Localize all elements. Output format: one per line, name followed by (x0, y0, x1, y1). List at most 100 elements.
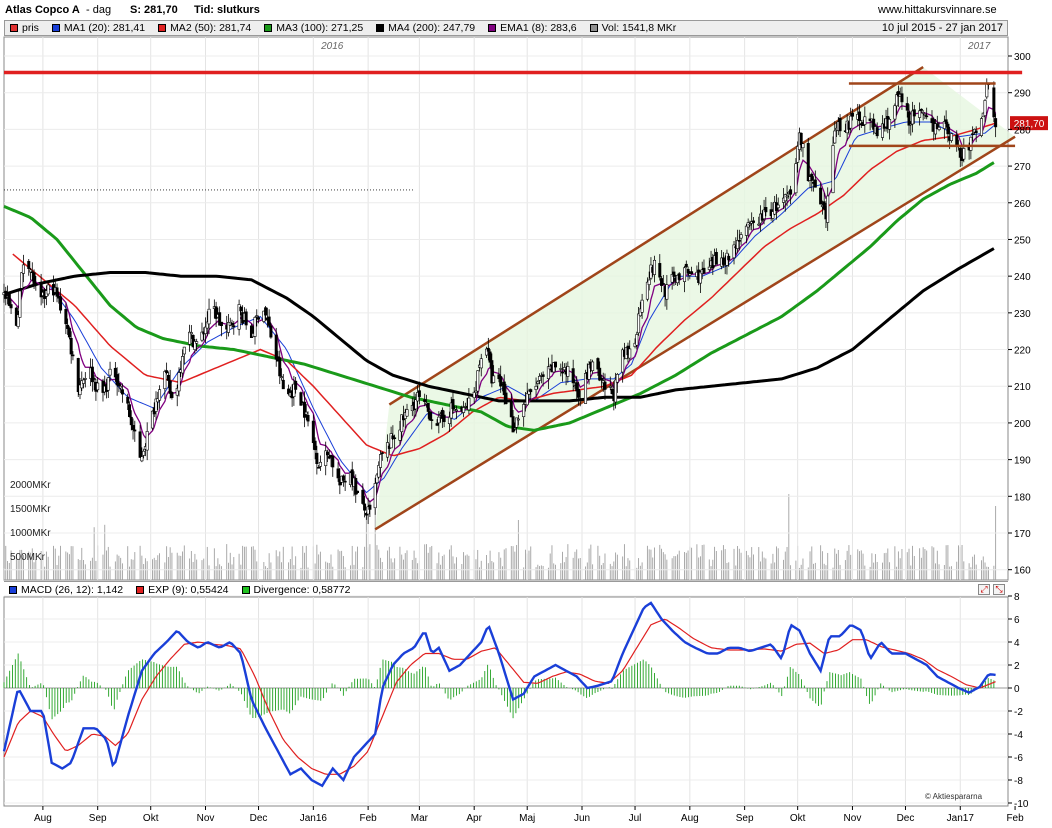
candle-body (292, 383, 296, 398)
candle-body (64, 309, 68, 325)
candle-body (294, 380, 298, 390)
candle-body (204, 326, 208, 334)
candle-body (398, 429, 402, 441)
candle-body (946, 123, 950, 135)
year-label: 2016 (320, 41, 344, 52)
candle-body (83, 378, 87, 380)
candle-body (318, 461, 322, 467)
candle-body (918, 110, 922, 118)
candle-body (686, 268, 690, 274)
candle-body (405, 409, 409, 417)
candle-body (257, 317, 261, 320)
candle-body (113, 367, 117, 378)
candle-body (608, 386, 612, 388)
y-tick-label: 270 (1014, 162, 1031, 173)
candle-body (942, 121, 946, 129)
macd-tick-label: -6 (1014, 753, 1023, 764)
legend-item-ema1: EMA1 (8): 283,6 (488, 22, 577, 34)
candle-body (315, 452, 319, 464)
x-tick-label: Okt (790, 813, 806, 824)
legend-label: EXP (9): 0,55424 (148, 583, 229, 596)
trend-channel (374, 65, 1016, 531)
candle-body (437, 416, 441, 424)
x-tick-label: Sep (89, 813, 107, 824)
candle-body (170, 392, 174, 399)
candle-body (46, 284, 50, 295)
candle-body (599, 377, 603, 381)
candle-body (306, 414, 310, 422)
candle-body (603, 381, 607, 390)
candle-body (983, 100, 987, 116)
candle-body (181, 356, 185, 374)
candle-body (863, 116, 867, 125)
candle-body (670, 274, 674, 283)
candle-body (935, 123, 939, 130)
candle-body (949, 133, 953, 141)
candle-body (485, 348, 489, 356)
candle-body (647, 279, 651, 285)
candle-body (516, 418, 520, 421)
candle-body (393, 437, 397, 440)
candle-body (562, 367, 566, 371)
candle-body (628, 348, 632, 359)
candle-body (721, 257, 725, 265)
candle-body (515, 417, 519, 428)
candle-body (274, 334, 278, 360)
candle-body (336, 468, 340, 479)
candle-body (145, 431, 149, 451)
volume-bars (3, 494, 997, 580)
candle-body (872, 118, 876, 130)
candle-body (538, 375, 542, 381)
candle-body (974, 130, 978, 134)
chart-title: Atlas Copco A (5, 4, 80, 16)
candle-body (969, 136, 973, 151)
candle-body (875, 127, 879, 137)
price-tag (1010, 116, 1048, 131)
candle-body (919, 108, 923, 111)
candle-body (660, 278, 664, 286)
candle-body (317, 466, 321, 469)
candle-body (737, 240, 741, 242)
candle-body (232, 325, 236, 327)
macd-tick-label: 2 (1014, 661, 1020, 672)
legend-item-ma1: MA1 (20): 281,41 (51, 22, 145, 34)
candle-body (614, 379, 618, 403)
candle-body (108, 368, 112, 376)
candle-body (561, 371, 565, 374)
candle-body (158, 389, 162, 401)
zoom-icon[interactable]: ⤢ (978, 584, 990, 595)
candle-body (776, 204, 780, 209)
candle-body (683, 267, 687, 282)
candle-body (888, 119, 892, 130)
candle-body (806, 143, 810, 182)
candle-body (677, 273, 681, 280)
candle-body (640, 299, 644, 313)
candle-body (126, 396, 130, 404)
candle-body (858, 111, 862, 121)
candle-body (502, 381, 506, 396)
y-tick-label: 190 (1014, 456, 1031, 467)
close-price-label: S: 281,70 (130, 4, 178, 16)
candle-body (78, 384, 82, 396)
candle-body (762, 209, 766, 220)
close-icon[interactable]: ⤡ (993, 584, 1005, 595)
legend-label: EMA1 (8): 283,6 (500, 22, 577, 34)
candle-body (341, 475, 345, 481)
candle-body (499, 376, 503, 387)
candle-body (182, 346, 186, 355)
candle-body (417, 390, 421, 397)
legend-swatch (264, 24, 273, 32)
candle-body (789, 189, 793, 195)
candle-body (226, 322, 230, 333)
y-tick-label: 260 (1014, 199, 1031, 210)
macd-tick-label: 8 (1014, 592, 1020, 603)
price-legend: pris MA1 (20): 281,41 MA2 (50): 281,74 M… (4, 20, 1008, 36)
candle-body (343, 480, 347, 483)
candle-body (373, 483, 377, 509)
candle-body (661, 283, 665, 285)
candle-body (177, 372, 181, 392)
candle-body (131, 425, 135, 430)
candle-body (166, 375, 170, 381)
candle-body (688, 273, 692, 276)
